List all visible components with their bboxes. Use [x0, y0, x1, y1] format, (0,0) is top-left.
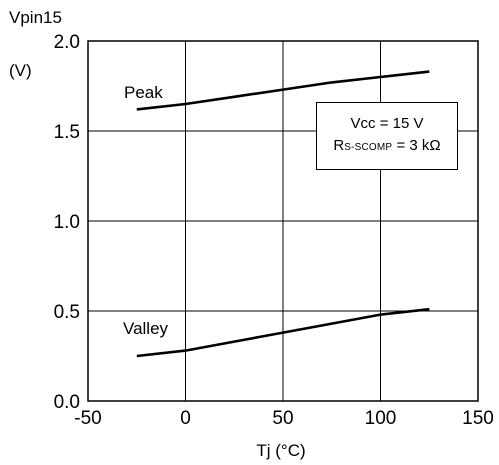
y-tick-label: 1.5	[54, 122, 80, 143]
y-tick-label: 0.0	[54, 392, 80, 413]
series-layer	[136, 70, 430, 358]
y-tick-label: 1.0	[54, 212, 80, 233]
plot-frame	[87, 40, 479, 402]
series-label-valley: Valley	[123, 319, 169, 338]
condition-line-vcc: Vcc = 15 V	[317, 113, 457, 135]
condition-line-rs: RS-SCOMP = 3 kΩ	[317, 135, 457, 159]
condition-box: Vcc = 15 V RS-SCOMP = 3 kΩ	[316, 102, 458, 170]
rs-subscript: S-SCOMP	[344, 142, 393, 153]
x-axis-label: Tj (°C)	[256, 441, 305, 460]
tick-labels: -50 0 50 100 150 0.0 0.5 1.0 1.5 2.0	[54, 32, 494, 429]
rs-value: = 3 kΩ	[392, 137, 441, 154]
series-line-peak	[136, 70, 430, 111]
rs-label: R	[333, 137, 345, 154]
y-tick-label: 2.0	[54, 32, 80, 53]
x-tick-label: -50	[74, 408, 101, 429]
series-line-valley	[136, 307, 430, 358]
y-axis-label-line2: (V)	[9, 61, 32, 80]
x-tick-label: 0	[180, 408, 191, 429]
x-tick-label: 150	[462, 408, 494, 429]
x-tick-label: 50	[272, 408, 293, 429]
y-axis-label-line1: Vpin15	[9, 8, 62, 27]
y-tick-label: 0.5	[54, 302, 80, 323]
x-tick-label: 100	[365, 408, 397, 429]
series-label-peak: Peak	[124, 83, 163, 102]
vcc-value: = 15 V	[375, 115, 424, 132]
vcc-label: Vcc	[350, 115, 376, 132]
